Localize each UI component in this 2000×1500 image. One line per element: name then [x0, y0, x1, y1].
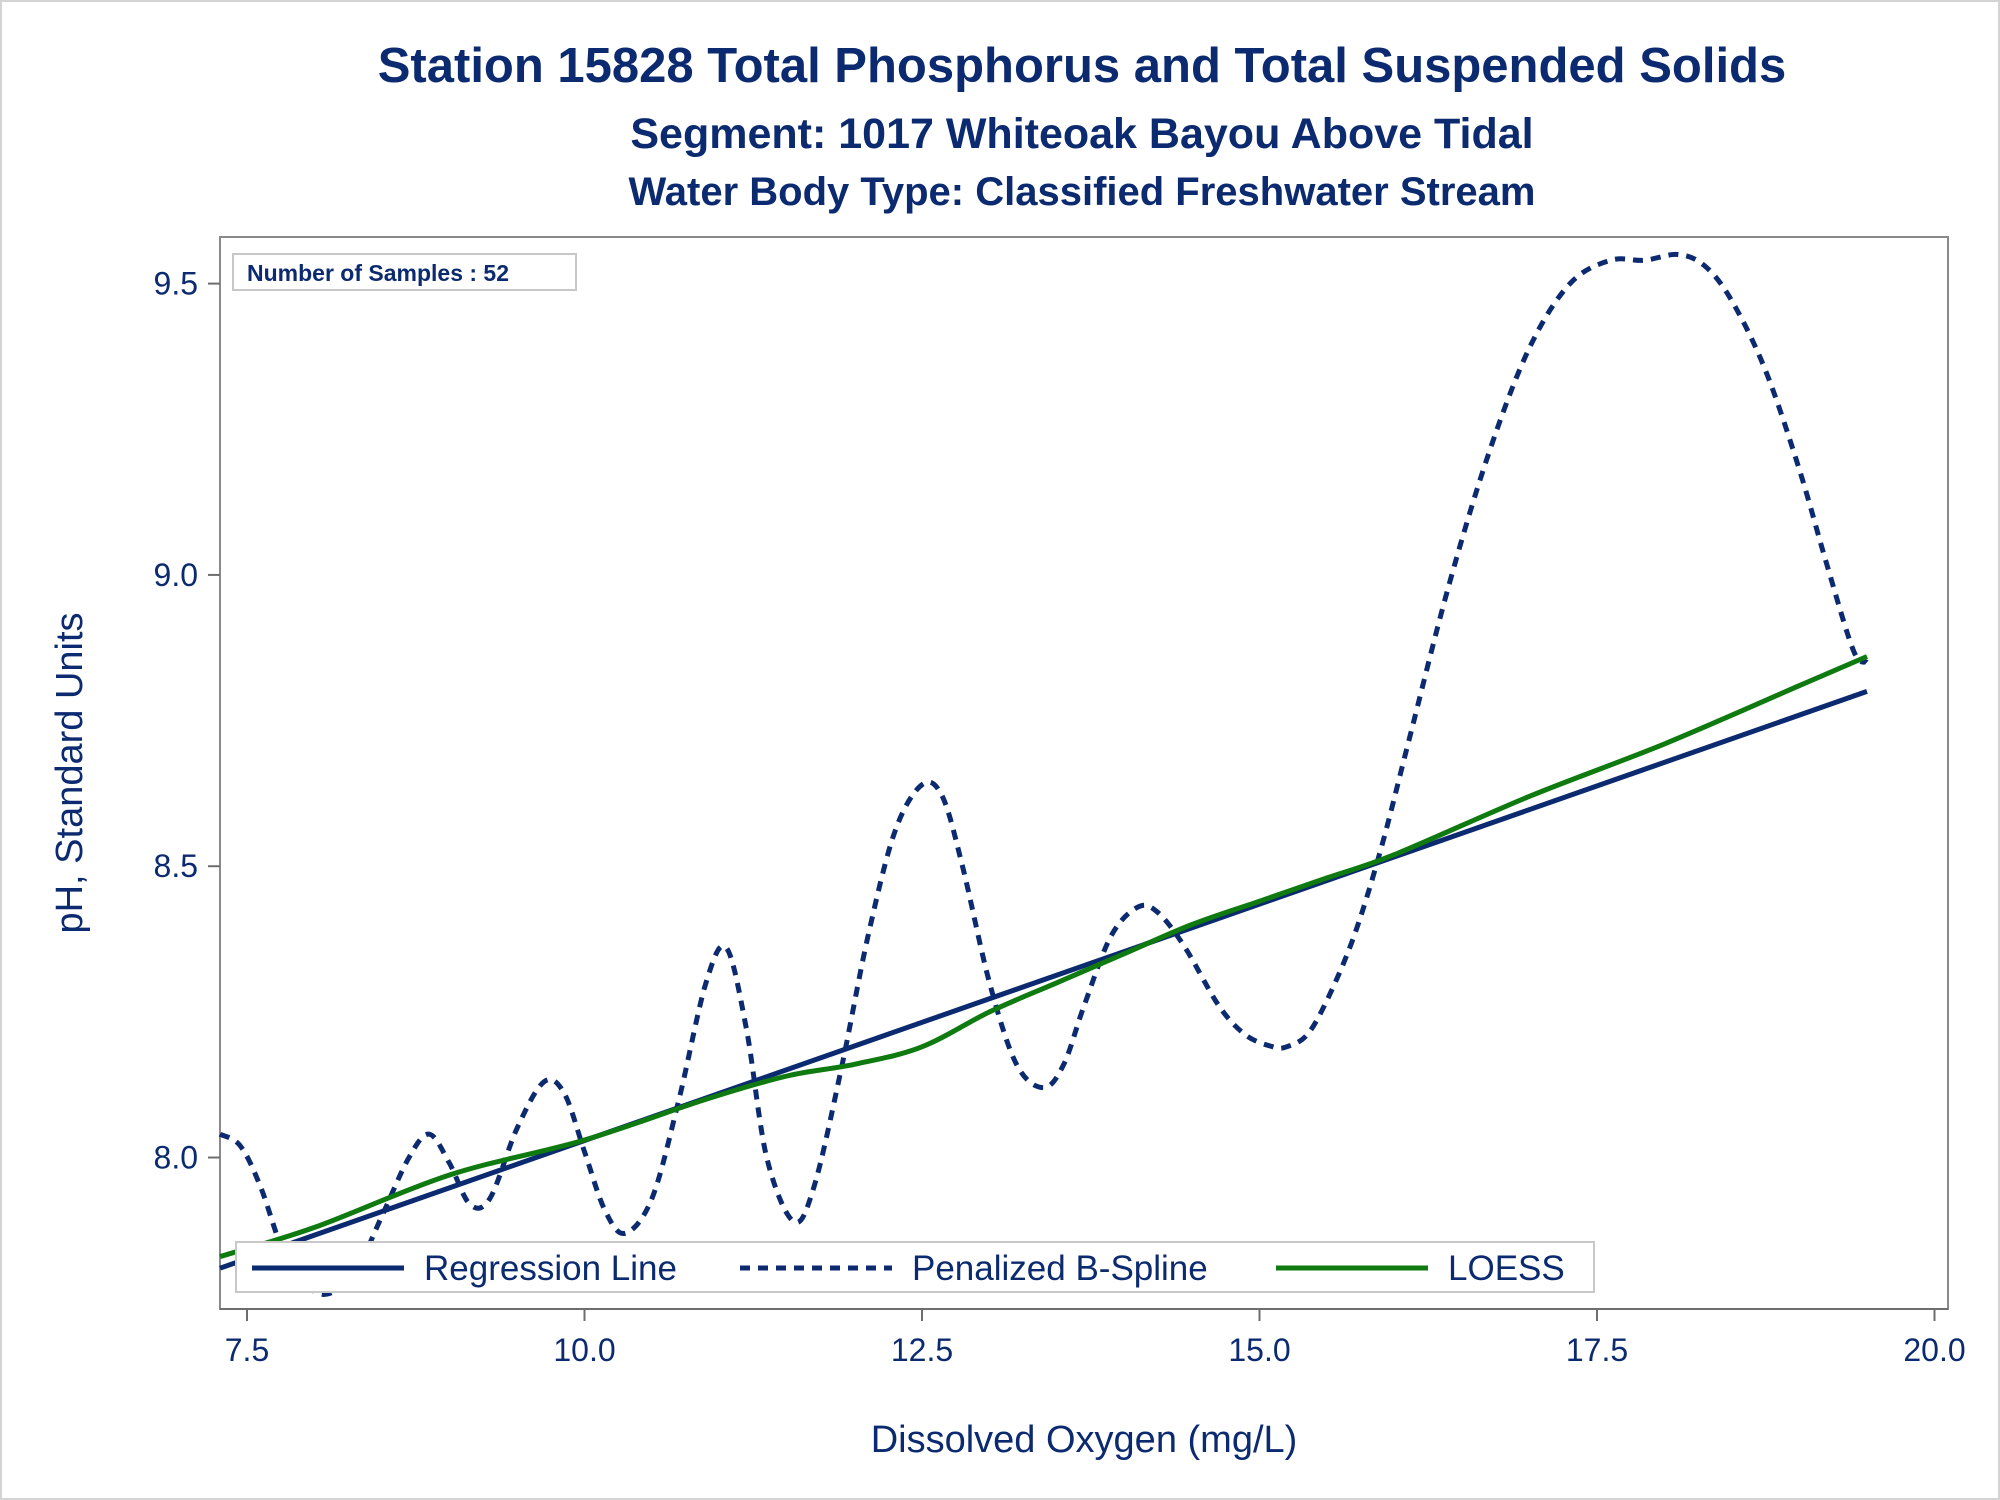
x-tick-label: 17.5: [1566, 1332, 1628, 1368]
x-tick-label: 20.0: [1903, 1332, 1965, 1368]
legend-label-penalized-b-spline: Penalized B-Spline: [912, 1249, 1208, 1288]
x-tick-label: 15.0: [1228, 1332, 1290, 1368]
y-tick-label: 8.5: [154, 848, 198, 884]
legend: Regression Line Penalized B-Spline LOESS: [235, 1241, 1595, 1293]
y-tick-label: 8.0: [154, 1140, 198, 1176]
chart-title: Station 15828 Total Phosphorus and Total…: [378, 39, 1787, 93]
legend-label-regression-line: Regression Line: [424, 1249, 677, 1288]
x-axis-label: Dissolved Oxygen (mg/L): [871, 1419, 1298, 1461]
chart-subtitle-2: Water Body Type: Classified Freshwater S…: [629, 170, 1536, 214]
x-tick-label: 12.5: [891, 1332, 953, 1368]
plot-area: [219, 236, 1949, 1310]
y-axis: 8.0 8.5 9.0 9.5: [154, 266, 220, 1176]
legend-box: [235, 1241, 1595, 1293]
y-tick-label: 9.5: [154, 266, 198, 302]
series-line-regression-line: [219, 689, 1868, 1271]
sample-count-box: Number of Samples : 52: [232, 253, 577, 291]
chart-subtitle: Segment: 1017 Whiteoak Bayou Above Tidal: [630, 110, 1533, 158]
x-tick-label: 10.0: [553, 1332, 615, 1368]
legend-label-loess: LOESS: [1448, 1249, 1565, 1288]
x-tick-label: 7.5: [225, 1332, 269, 1368]
series-line-loess: [219, 654, 1868, 1259]
sample-count-label: Number of Samples : 52: [247, 260, 509, 286]
y-axis-label: pH, Standard Units: [49, 612, 91, 933]
x-axis: 7.5 10.0 12.5 15.0 17.5 20.0: [220, 1308, 1966, 1368]
y-tick-label: 9.0: [154, 557, 198, 593]
series-line-penalized-b-spline: [218, 251, 1869, 1297]
series-layer: [218, 251, 1869, 1297]
